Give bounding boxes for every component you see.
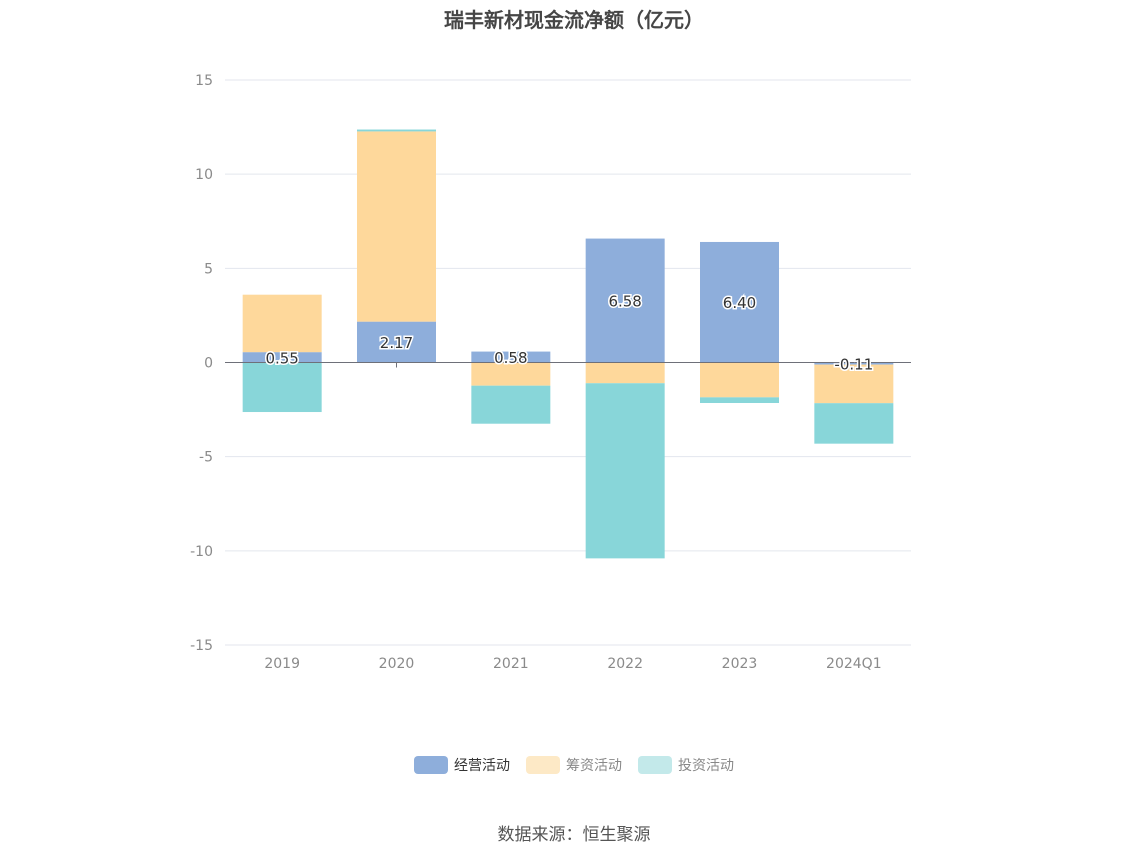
y-tick-label: -10 (190, 544, 213, 560)
bar-financing-2022 (585, 362, 665, 384)
x-tick-label: 2021 (493, 656, 529, 672)
bar-financing-2019 (242, 294, 322, 353)
axes: 15 10 5 0 -5 -10 -15 2019 2020 2021 2022 2023 2024Q1 (190, 73, 911, 672)
bars (242, 129, 894, 559)
data-labels: 0.55 2.17 0.58 6.58 6.40 -0.11 (264, 291, 875, 375)
legend-swatch-operating (414, 756, 448, 774)
bar-operating-2021 (471, 351, 551, 363)
bar-operating-2019 (242, 352, 322, 363)
x-tick-label: 2024Q1 (826, 656, 882, 672)
bar-operating-2022 (585, 238, 665, 363)
legend-swatch-financing (526, 756, 560, 774)
data-label-operating: 6.40 (723, 294, 756, 312)
x-tick-label: 2019 (264, 656, 300, 672)
y-tick-label: -5 (199, 450, 213, 466)
legend-item-financing[interactable]: 筹资活动 (526, 755, 622, 775)
data-label-operating: 6.58 (608, 293, 641, 311)
legend-label-investing: 投资活动 (678, 758, 734, 774)
y-tick-label: 5 (204, 261, 213, 277)
grid-lines (225, 79, 911, 646)
y-tick-label: 0 (204, 356, 213, 372)
bar-investing-2021 (471, 385, 551, 424)
bar-financing-2024Q1 (814, 364, 894, 404)
y-tick-label: -15 (190, 638, 213, 654)
legend-label-operating: 经营活动 (454, 758, 510, 774)
legend: 经营活动 筹资活动 投资活动 (0, 755, 1148, 775)
data-label-operating: 0.58 (494, 349, 527, 367)
bar-financing-2020 (357, 131, 436, 322)
legend-item-operating[interactable]: 经营活动 (414, 755, 510, 775)
y-tick-label: 15 (195, 73, 213, 89)
y-tick-label: 10 (195, 167, 213, 183)
bar-investing-2020 (357, 129, 436, 132)
bar-financing-2023 (700, 362, 779, 398)
legend-swatch-investing (638, 756, 672, 774)
legend-item-investing[interactable]: 投资活动 (638, 755, 734, 775)
data-label-operating: 2.17 (380, 334, 413, 352)
x-tick-label: 2020 (379, 656, 415, 672)
x-tick-label: 2023 (722, 656, 758, 672)
bar-investing-2019 (242, 362, 322, 413)
bar-investing-2023 (700, 397, 779, 403)
legend-label-financing: 筹资活动 (566, 758, 622, 774)
bar-operating-2024Q1 (814, 362, 894, 365)
chart-title: 瑞丰新材现金流净额（亿元） (444, 8, 704, 32)
x-tick-label: 2022 (607, 656, 643, 672)
data-label-operating: 0.55 (265, 349, 298, 367)
source-note: 数据来源：恒生聚源 (497, 825, 651, 845)
bar-operating-2023 (700, 241, 779, 363)
data-label-operating: -0.11 (834, 356, 873, 374)
bar-investing-2024Q1 (814, 403, 894, 444)
bar-investing-2022 (585, 383, 665, 559)
bar-operating-2020 (357, 321, 436, 363)
bar-financing-2021 (471, 362, 551, 386)
